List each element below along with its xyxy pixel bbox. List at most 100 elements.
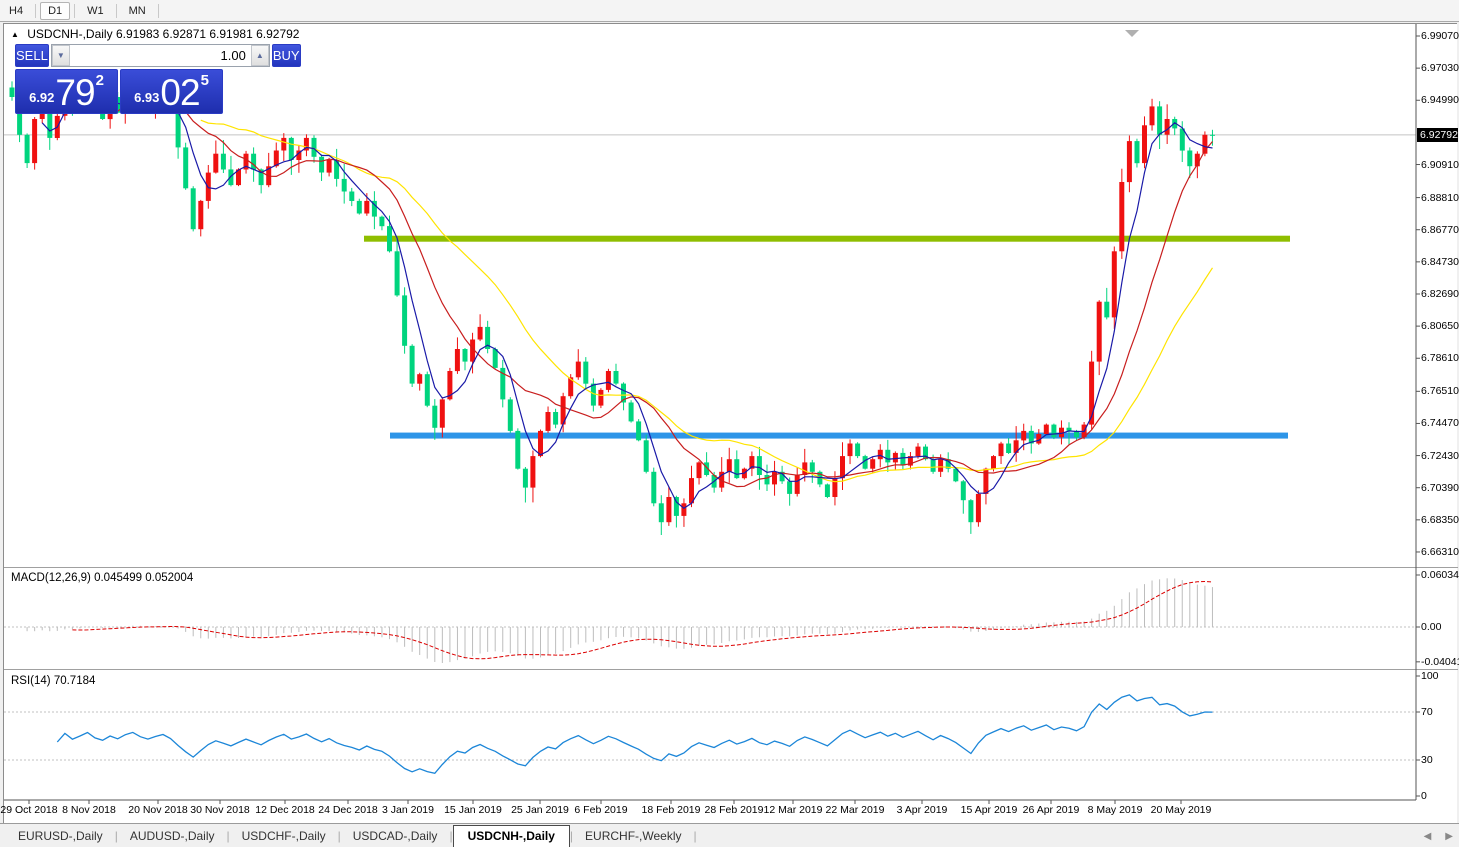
sell-price-small: 6.92 (29, 90, 55, 105)
price-tick-label: 6.82690 (1421, 287, 1459, 300)
timeframe-button-mn[interactable]: MN (128, 4, 146, 17)
toolbar-separator (157, 3, 159, 18)
chart-title: ▲ USDCNH-,Daily 6.91983 6.92871 6.91981 … (11, 27, 299, 41)
tab-usdcnh-daily[interactable]: USDCNH-,Daily (452, 825, 570, 847)
price-tick-label: 6.72430 (1421, 449, 1459, 462)
ma-mid-red-line (102, 98, 1213, 488)
tab-scroll-buttons: ◀ ▶ (1424, 832, 1453, 842)
price-tick-label: 6.97030 (1421, 62, 1459, 75)
macd-histogram (26, 578, 1213, 663)
price-tick-label: 6.99070 (1421, 30, 1459, 42)
rsi-tick-label: 70 (1421, 706, 1433, 718)
price-tick-label: 6.84730 (1421, 255, 1459, 268)
date-label: 15 Apr 2019 (960, 804, 1018, 816)
rsi-line (56, 694, 1213, 775)
macd-tick-label: -0.040415 (1421, 655, 1459, 668)
toolbar-separator (35, 3, 37, 18)
tab-separator: | (693, 829, 697, 843)
date-label: 20 Nov 2018 (128, 804, 188, 816)
date-label: 18 Feb 2019 (641, 804, 701, 816)
date-label: 12 Dec 2018 (255, 804, 315, 816)
sell-price-big: 79 (55, 72, 95, 113)
timeframe-button-h4[interactable]: H4 (9, 4, 24, 17)
price-tick-label: 6.86770 (1421, 223, 1459, 236)
tab-scroll-right-icon[interactable]: ▶ (1445, 831, 1453, 842)
support-ray-blue[interactable] (390, 432, 1288, 439)
ma-slow-yellow-line (200, 119, 1214, 483)
date-label: 20 May 2019 (1150, 804, 1212, 816)
chart-tab-bar: EURUSD-,Daily | AUDUSD-,Daily | USDCHF-,Dail… (0, 823, 1459, 847)
price-tick-label: 6.74470 (1421, 417, 1459, 430)
price-tick-label: 6.88810 (1421, 191, 1459, 204)
price-tick-label: 6.80650 (1421, 320, 1459, 333)
current-price-badge: 6.92792 (1417, 127, 1458, 142)
macd-tick-label: 0.060342 (1421, 568, 1459, 581)
date-label: 29 Oct 2018 (0, 804, 58, 816)
toolbar-separator (115, 3, 117, 18)
tab-separator: | (569, 829, 574, 843)
sell-price-box[interactable]: 6.92 79 2 (15, 69, 118, 114)
date-label: 25 Jan 2019 (511, 804, 569, 816)
price-tick-label: 6.94990 (1421, 94, 1459, 107)
buy-price-small: 6.93 (134, 90, 160, 105)
buy-price-box[interactable]: 6.93 02 5 (120, 69, 223, 114)
date-label: 30 Nov 2018 (190, 804, 250, 816)
date-label: 12 Mar 2019 (763, 804, 823, 816)
price-tick-label: 6.90910 (1421, 158, 1459, 171)
price-tick-label: 6.78610 (1421, 352, 1459, 365)
volume-input[interactable] (69, 45, 251, 66)
one-click-trade-panel: SELL ▼ ▲ BUY 6.92 79 2 6.93 02 5 (15, 44, 301, 114)
rsi-tick-label: 0 (1421, 790, 1427, 802)
tab-scroll-left-icon[interactable]: ◀ (1423, 831, 1432, 842)
chevron-up-icon: ▲ (255, 50, 264, 60)
timeframe-button-d1[interactable]: D1 (40, 1, 71, 20)
chevron-down-icon: ▼ (56, 50, 65, 60)
price-tick-label: 6.66310 (1421, 545, 1459, 558)
macd-label: MACD(12,26,9) 0.045499 0.052004 (11, 572, 194, 584)
chart-shift-marker-icon[interactable] (1125, 30, 1139, 37)
tab-eurchf-weekly[interactable]: EURCHF-,Weekly (585, 829, 682, 843)
tab-separator: | (226, 829, 230, 843)
rsi-tick-label: 30 (1421, 754, 1433, 766)
buy-price-big: 02 (160, 72, 200, 113)
tab-audusd-daily[interactable]: AUDUSD-,Daily (129, 829, 215, 843)
toolbar-separator (74, 3, 76, 18)
date-label: 26 Apr 2019 (1022, 804, 1080, 816)
tab-separator: | (449, 829, 453, 843)
date-label: 6 Feb 2019 (574, 804, 628, 816)
price-tick-label: 6.70390 (1421, 481, 1459, 494)
resistance-ray-green[interactable] (364, 235, 1290, 242)
buy-price-pip: 5 (200, 72, 209, 89)
candles-layer (9, 70, 1215, 535)
tab-separator: | (337, 829, 341, 843)
volume-stepper: ▼ ▲ (50, 44, 270, 67)
sell-price-pip: 2 (95, 72, 104, 89)
chart-symbol-label: USDCNH-,Daily (27, 27, 113, 41)
macd-signal-line (72, 580, 1213, 660)
tab-usdcad-daily[interactable]: USDCAD-,Daily (352, 829, 438, 843)
rsi-tick-label: 100 (1421, 670, 1439, 682)
date-label: 22 Mar 2019 (825, 804, 885, 816)
volume-decrease-button[interactable]: ▼ (51, 45, 70, 66)
chart-window[interactable]: ▲ USDCNH-,Daily 6.91983 6.92871 6.91981 … (0, 23, 1459, 824)
date-label: 8 Nov 2018 (62, 804, 116, 816)
date-label: 3 Apr 2019 (896, 804, 948, 816)
rsi-label: RSI(14) 70.7184 (11, 675, 96, 687)
date-label: 8 May 2019 (1087, 804, 1143, 816)
collapse-panel-icon[interactable]: ▲ (11, 30, 19, 39)
tab-usdchf-daily[interactable]: USDCHF-,Daily (241, 829, 326, 843)
tab-eurusd-daily[interactable]: EURUSD-,Daily (18, 829, 103, 843)
timeframe-button-w1[interactable]: W1 (87, 4, 104, 17)
chart-canvas[interactable] (4, 24, 1458, 824)
date-label: 28 Feb 2019 (704, 804, 764, 816)
buy-button[interactable]: BUY (271, 44, 301, 67)
macd-tick-label: 0.00 (1421, 621, 1442, 633)
chart-ohlc-values: 6.91983 6.92871 6.91981 6.92792 (115, 27, 300, 41)
volume-increase-button[interactable]: ▲ (250, 45, 269, 66)
timeframe-toolbar: H4 D1 W1 MN (0, 0, 1459, 22)
tab-separator: | (114, 829, 118, 843)
sell-button[interactable]: SELL (15, 44, 49, 67)
price-tick-label: 6.68350 (1421, 513, 1459, 526)
date-label: 3 Jan 2019 (382, 804, 434, 816)
